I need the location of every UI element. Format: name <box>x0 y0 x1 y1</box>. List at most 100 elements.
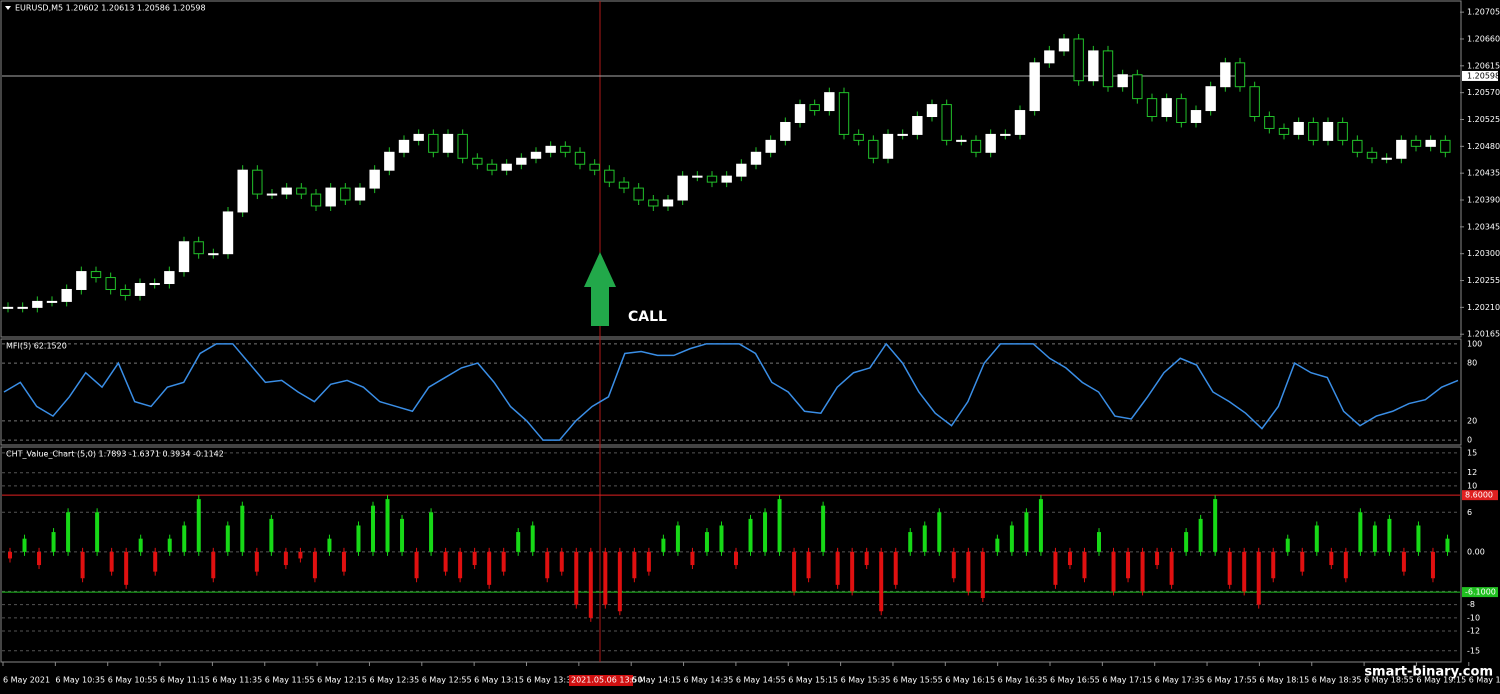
cht-bar <box>1038 499 1043 552</box>
candle <box>237 169 248 213</box>
current-price-box <box>1462 70 1498 81</box>
time-label: 6 May 19:15 <box>1416 676 1466 685</box>
price-label: 1.20300 <box>1467 249 1500 258</box>
time-label: 6 May 15:35 <box>841 676 891 685</box>
candle <box>1117 74 1128 88</box>
candle <box>501 163 512 171</box>
time-label: 6 May 18:15 <box>1259 676 1309 685</box>
candle <box>428 133 439 153</box>
cht-bar <box>879 551 884 612</box>
cht-bar <box>153 551 158 572</box>
candle <box>1161 98 1172 118</box>
time-label: 6 May 12:35 <box>369 676 419 685</box>
candle <box>61 288 72 302</box>
cht-bar <box>777 499 782 552</box>
time-highlight <box>569 675 633 686</box>
cht-bar <box>37 551 42 566</box>
candle <box>1249 86 1260 118</box>
cht-bar <box>327 538 332 552</box>
candle <box>633 187 644 201</box>
cht-bar <box>1358 512 1363 552</box>
time-label: 6 May 10:55 <box>108 676 158 685</box>
cht-bar <box>371 505 375 552</box>
cht-bar <box>1009 525 1014 552</box>
candle <box>838 92 850 135</box>
price-label: 1.20255 <box>1467 276 1500 285</box>
candle <box>1308 121 1319 141</box>
cht-bar <box>516 532 521 552</box>
cht-bar <box>850 551 855 592</box>
cht-bar <box>1329 551 1334 566</box>
candle <box>1146 98 1158 118</box>
cht-bar <box>937 512 942 552</box>
cht-bar <box>1445 538 1450 552</box>
cht-bar <box>646 551 651 572</box>
candle <box>252 169 263 195</box>
cht-bar <box>1213 499 1218 552</box>
candle <box>545 145 556 153</box>
time-label: 6 May 16:15 <box>945 676 995 685</box>
time-label: 6 May 15:55 <box>893 676 943 685</box>
cht-bar <box>80 551 85 579</box>
cht-bar <box>603 551 608 605</box>
cht-bar <box>1024 512 1029 552</box>
candle <box>266 193 278 196</box>
candle <box>692 175 703 178</box>
candle <box>1440 139 1451 153</box>
cht-bar <box>1372 525 1377 552</box>
candle <box>1366 151 1378 159</box>
candle <box>1352 139 1363 153</box>
cht-bar <box>1430 551 1435 579</box>
cht-bar <box>748 518 753 552</box>
time-label: 6 May 13:15 <box>474 676 524 685</box>
cht-tick-label: 6 <box>1467 508 1472 517</box>
cht-bar <box>1285 538 1290 552</box>
cht-bar <box>283 551 288 566</box>
price-label: 1.20615 <box>1467 61 1500 70</box>
time-label: 6 May 12:15 <box>317 676 367 685</box>
cht-bar <box>704 532 709 552</box>
cht-tick-label: -15 <box>1467 646 1480 655</box>
cht-bar <box>1401 551 1406 572</box>
candle <box>369 169 380 189</box>
time-label: 6 May 11:35 <box>212 676 262 685</box>
candle <box>794 104 806 123</box>
price-label: 1.20525 <box>1467 115 1500 124</box>
cht-bar <box>429 512 434 552</box>
cht-bar <box>1155 551 1160 566</box>
candle <box>1293 121 1304 135</box>
time-label: 6 May 15:15 <box>788 676 838 685</box>
cht-bar <box>1067 551 1072 566</box>
cht-bar <box>530 525 535 552</box>
candle <box>90 271 102 279</box>
candle <box>662 199 674 207</box>
price-label: 1.20210 <box>1467 303 1500 312</box>
candle <box>1337 121 1348 141</box>
price-label: 1.20435 <box>1467 169 1500 178</box>
cht-bar <box>95 512 100 552</box>
cht-bar <box>821 505 826 552</box>
candle <box>149 283 160 286</box>
candle <box>296 187 307 195</box>
candle <box>1132 74 1143 100</box>
cht-bar <box>1242 551 1247 592</box>
cht-bar <box>66 512 71 552</box>
cht-bar <box>995 538 1000 552</box>
candle <box>868 139 879 159</box>
cht-bar <box>240 505 245 552</box>
cht-bar <box>211 551 216 579</box>
time-label: 6 May 11:15 <box>160 676 210 685</box>
candle <box>46 300 58 303</box>
menu-arrow[interactable] <box>5 6 11 10</box>
price-label: 1.20705 <box>1467 8 1500 17</box>
cht-bar <box>922 525 927 552</box>
time-label: 6 May 14:55 <box>736 676 786 685</box>
cht-bar <box>588 551 593 618</box>
candle <box>1014 110 1026 135</box>
cht-bar <box>385 499 390 552</box>
cht-bar <box>908 532 913 552</box>
candle <box>897 133 908 136</box>
candle <box>398 139 410 153</box>
time-label: 6 May 18:55 <box>1364 676 1414 685</box>
